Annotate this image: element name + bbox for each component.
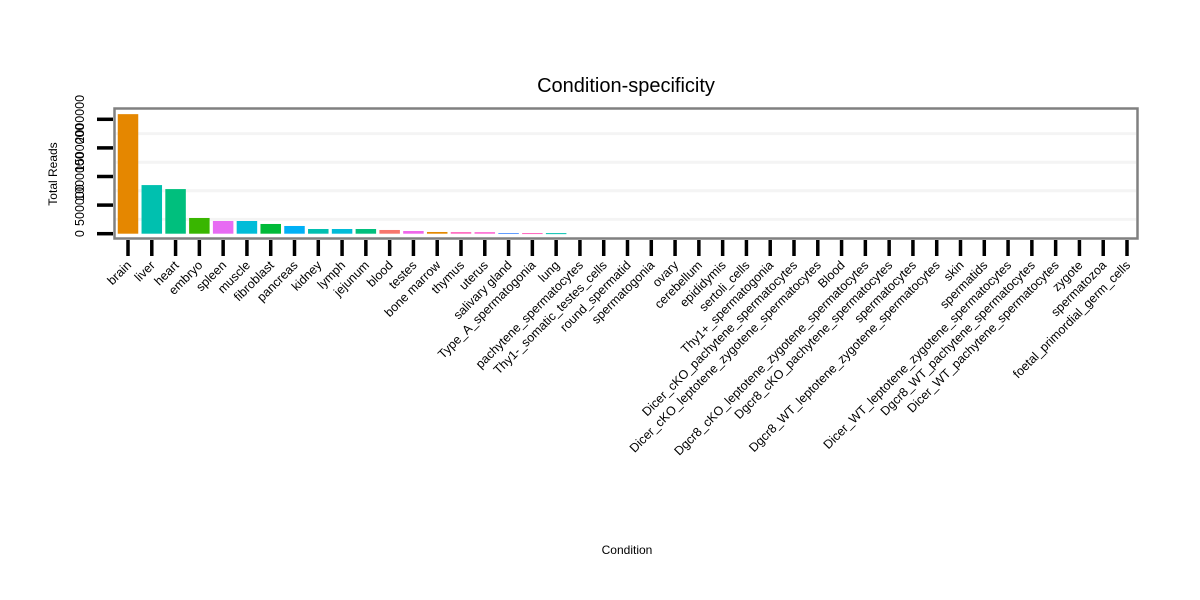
bar (260, 223, 281, 234)
y-tick-label: 1000000 (73, 152, 87, 201)
gridlines (116, 132, 1136, 221)
bar (331, 229, 353, 234)
bar (450, 232, 472, 234)
bar (474, 232, 496, 234)
bar (522, 233, 543, 235)
x-tick-label: brain (105, 258, 135, 288)
bar (355, 229, 377, 234)
bars (117, 114, 567, 235)
y-tick-label: 0 (73, 230, 87, 237)
bar (284, 225, 305, 234)
x-axis: brainliverheartembryospleenmusclefibrobl… (105, 240, 1133, 458)
y-tick-label: 2000000 (73, 95, 87, 144)
chart-title: Condition-specificity (537, 75, 715, 97)
bar (498, 233, 519, 235)
y-tick-label: 500000 (73, 184, 87, 226)
y-axis-title: Total Reads (46, 142, 60, 205)
bar (308, 229, 329, 234)
bar (236, 221, 258, 234)
y-tick-label: 1500000 (73, 124, 87, 173)
bar (141, 185, 163, 234)
bar (212, 221, 234, 234)
bar (379, 229, 400, 234)
x-axis-title: Condition (602, 543, 653, 557)
bar (165, 189, 186, 234)
bar (426, 231, 448, 234)
bar (117, 114, 139, 234)
plot-panel-border (113, 107, 1139, 240)
bar (189, 217, 210, 234)
bar (545, 233, 567, 235)
bar (403, 231, 424, 234)
